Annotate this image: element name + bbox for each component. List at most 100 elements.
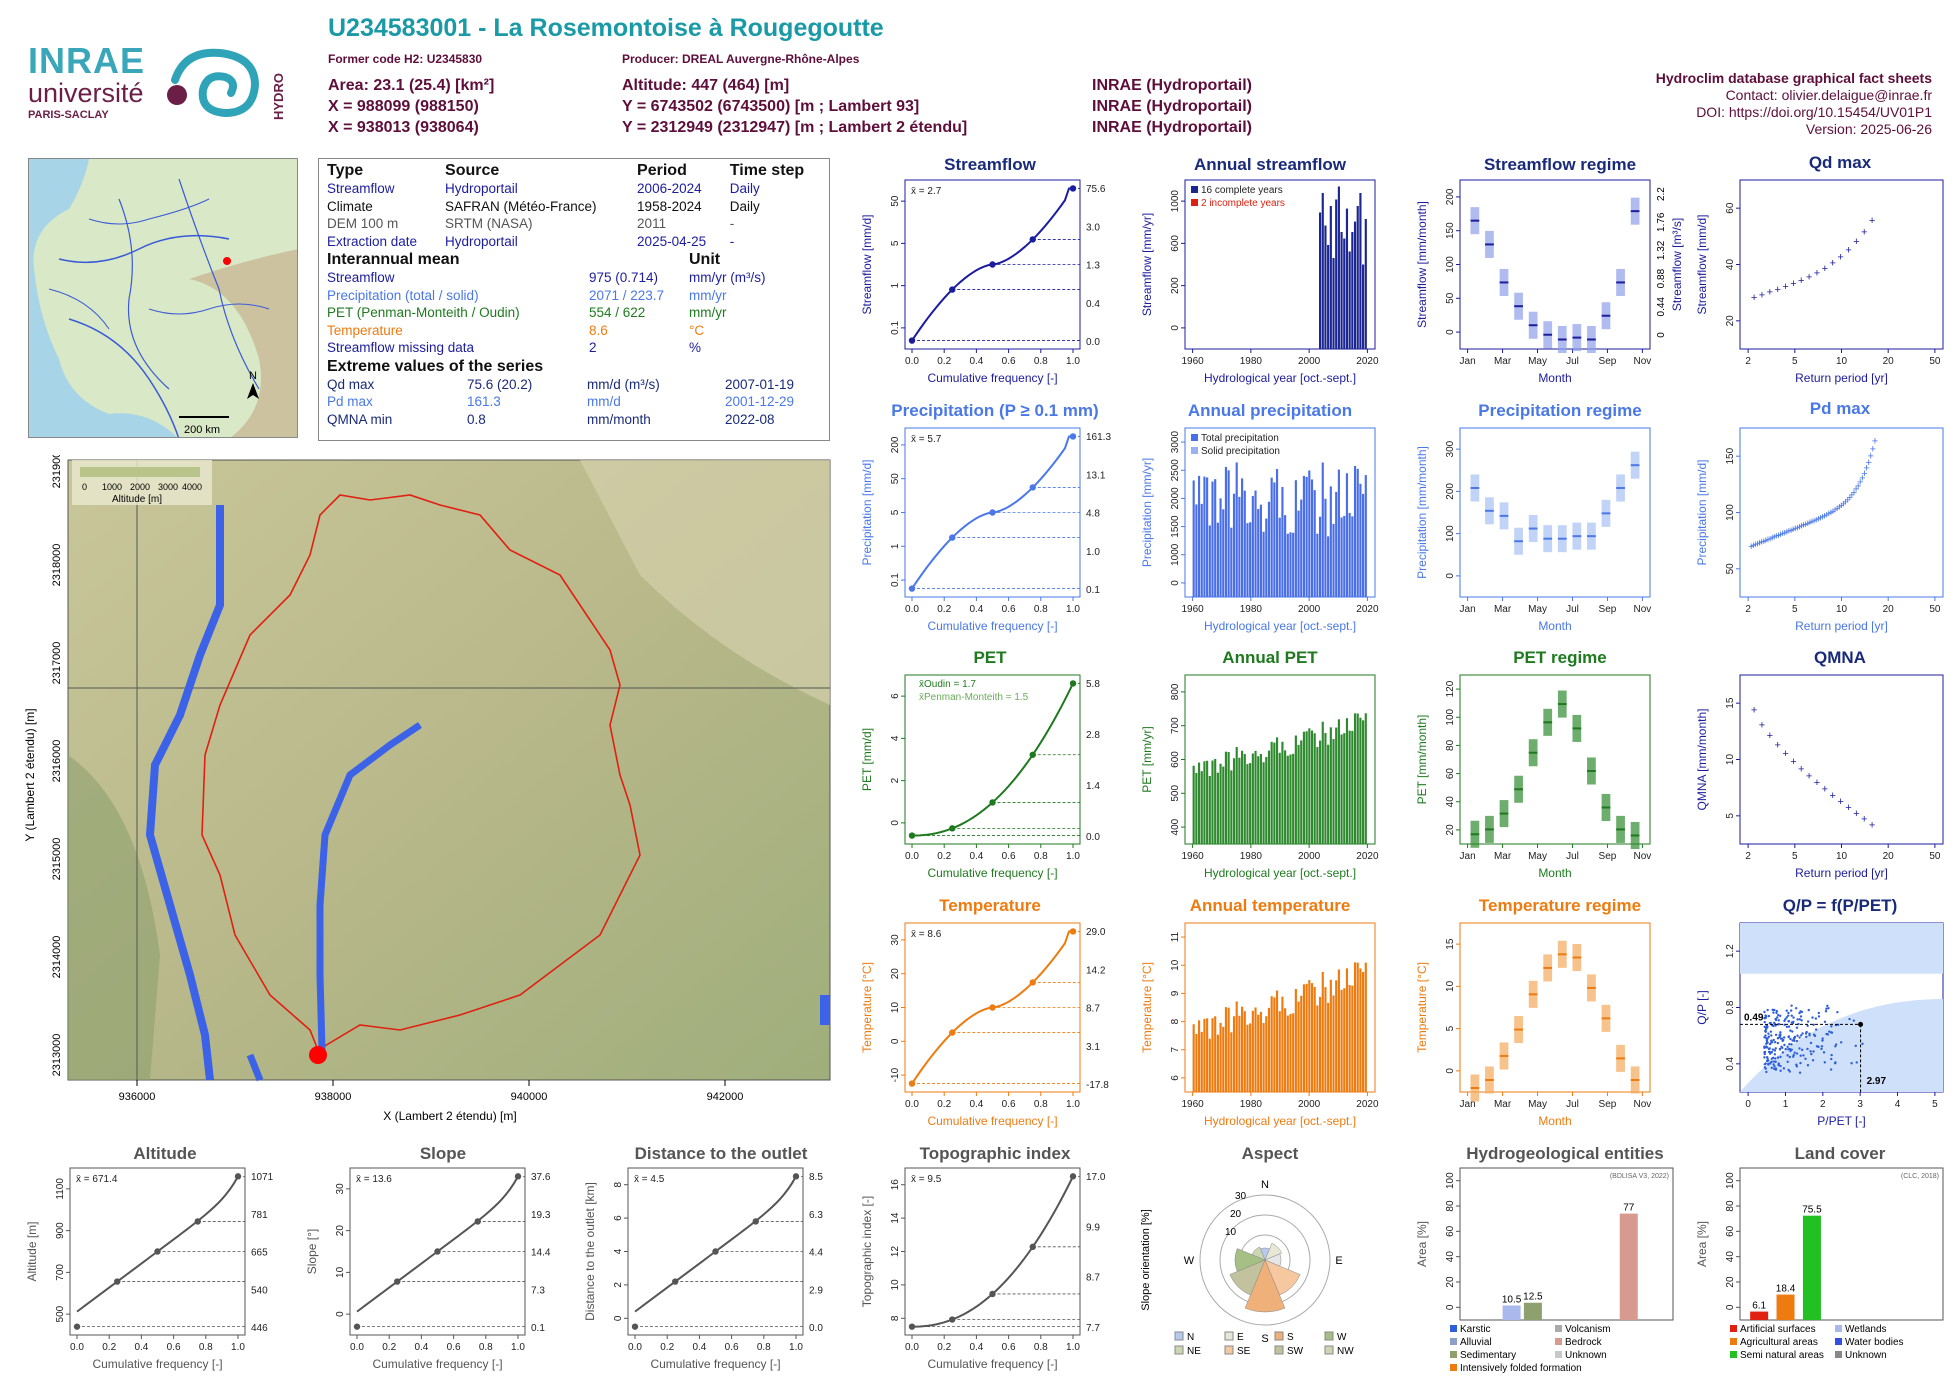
mean-label: x̄ = 5.7 (911, 434, 942, 445)
y-axis-label: QMNA [mm/month] (1695, 708, 1709, 810)
data-point: + (1754, 538, 1760, 550)
ytick: 1500 (1170, 515, 1181, 538)
data-point: + (1869, 215, 1875, 227)
year-bar (1278, 517, 1281, 597)
data-point: + (1798, 521, 1804, 533)
data-point: + (1865, 457, 1871, 469)
year-bar (1278, 1011, 1281, 1092)
xtick: 1.0 (231, 1342, 245, 1353)
x-coord-l2: X = 938013 (938064) (328, 119, 479, 136)
plot-frame (904, 674, 1081, 845)
scatter-point (1764, 1016, 1767, 1020)
legend-label: E (1237, 1332, 1244, 1343)
xtick: 0.6 (1002, 1342, 1016, 1353)
year-bar (1345, 968, 1349, 1092)
source-1: INRAE (Hydroportail) (1092, 77, 1252, 94)
xtick: 0.6 (1002, 356, 1016, 367)
right-tick: 1.4 (1086, 781, 1100, 792)
cell: 2001-12-29 (725, 394, 795, 409)
scatter-point (1774, 1047, 1777, 1050)
map-xtick: 938000 (315, 1091, 352, 1103)
scatter-point (1787, 1048, 1790, 1051)
year-bar (1243, 754, 1246, 844)
scatter-point (1785, 1016, 1788, 1019)
logo-univ-text: université (28, 78, 144, 108)
right-tick: 0.1 (531, 1323, 545, 1334)
year-bar (1335, 199, 1338, 349)
xtick: 1960 (1181, 356, 1204, 367)
year-bar (1302, 731, 1306, 844)
title-slope: Slope (419, 1144, 467, 1163)
map-xtick: 942000 (707, 1091, 744, 1103)
data-point: + (1771, 532, 1777, 544)
ytick: 3000 (1170, 431, 1181, 454)
scatter-point (1795, 1026, 1799, 1029)
data-point: + (1830, 506, 1836, 518)
scatter-point (1767, 1063, 1770, 1066)
legend-tick-3: 3000 (158, 482, 178, 492)
year-bar (1214, 479, 1217, 597)
ytick: 10 (1445, 980, 1456, 992)
year-bar (1195, 772, 1198, 844)
ytick: 100 (1725, 1172, 1736, 1189)
data-point: + (1809, 516, 1815, 528)
year-bar (1197, 762, 1201, 844)
x-axis-label: Hydrological year [oct.-sept.] (1204, 1114, 1356, 1128)
scatter-point (1834, 1061, 1837, 1064)
map-ytick: 2315000 (51, 838, 63, 881)
year-bar (1286, 1015, 1289, 1092)
year-bar (1335, 491, 1338, 597)
data-point: + (1868, 451, 1874, 463)
title-annual-streamflow: Annual streamflow (1193, 155, 1347, 174)
scatter-point (1773, 1041, 1777, 1044)
data-point: + (1838, 500, 1844, 512)
x-axis-label: Cumulative frequency [-] (927, 619, 1057, 633)
year-bar (1284, 515, 1287, 597)
xtick: 4 (1895, 1099, 1901, 1110)
scatter-point (1787, 1014, 1790, 1017)
scatter-point (1771, 1048, 1775, 1051)
year-bar (1275, 990, 1279, 1092)
ytick: 120 (1445, 680, 1456, 697)
legend-label: W (1337, 1332, 1347, 1343)
cell: mm/month (587, 411, 651, 427)
cell: 2011 (637, 216, 667, 231)
y-axis-label: Altitude [m] (25, 1221, 39, 1281)
catchment-map: 0 1000 2000 3000 4000 Altitude [m] 93600… (23, 455, 831, 1123)
year-bar (1254, 750, 1257, 844)
ytick: 1.2 (1725, 944, 1736, 958)
year-bar (1224, 1007, 1228, 1092)
plot-frame (904, 1167, 1081, 1336)
scatter-point (1854, 1044, 1857, 1048)
year-bar (1353, 465, 1357, 597)
data-point: + (1861, 227, 1867, 239)
scatter-point (1796, 1034, 1799, 1037)
year-bar (1362, 971, 1365, 1092)
year-bar (1351, 516, 1354, 597)
scatter-point (1800, 1034, 1803, 1037)
right-tick: 13.1 (1086, 470, 1106, 481)
xtick: 2020 (1356, 851, 1379, 862)
x-axis-label: Cumulative frequency [-] (927, 866, 1057, 880)
map-ytick: 2316000 (51, 740, 63, 783)
bar-label: 12.5 (1523, 1292, 1543, 1303)
year-bar (1327, 1002, 1330, 1092)
legend-swatch (1191, 186, 1198, 193)
ytick: 400 (1170, 818, 1181, 835)
scatter-point (1798, 1047, 1801, 1050)
x-axis-label: Cumulative frequency [-] (92, 1357, 222, 1371)
scatter-point (1766, 1041, 1769, 1044)
ytick: 500 (55, 1305, 66, 1322)
producer: Producer: DREAL Auvergne-Rhône-Alpes (622, 52, 860, 66)
data-point: + (1759, 289, 1765, 301)
ytick: 50 (1445, 292, 1456, 304)
scatter-point (1776, 1056, 1780, 1059)
year-bar (1359, 717, 1362, 844)
year-bar (1294, 988, 1297, 1092)
year-bar (1356, 962, 1359, 1092)
data-point: + (1836, 502, 1842, 514)
data-point: + (1782, 527, 1788, 539)
xtick: 0.0 (70, 1342, 84, 1353)
year-bar (1192, 1024, 1195, 1092)
xtick: 0.8 (1034, 1342, 1048, 1353)
